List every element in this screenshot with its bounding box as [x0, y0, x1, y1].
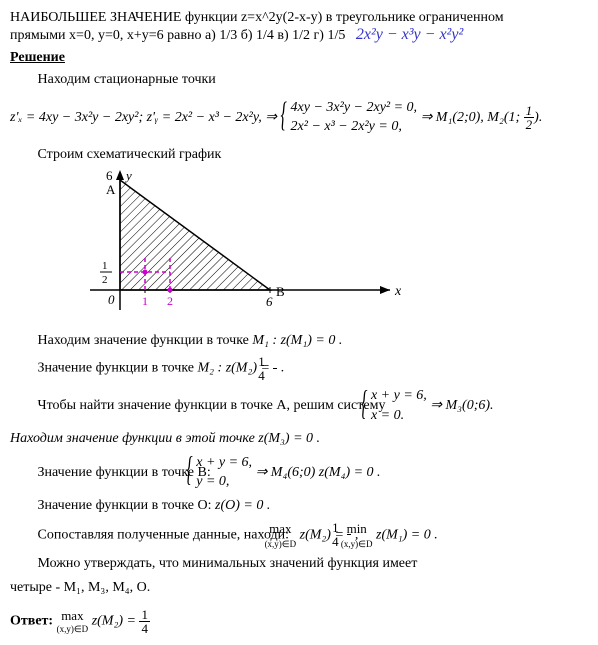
svg-text:6: 6	[106, 170, 113, 183]
sys-eq1: 4xy − 3x²y − 2xy² = 0,	[291, 98, 418, 118]
problem-title-line2: прямыми x=0, y=0, x+y=6 равно а) 1/3 б) …	[10, 26, 588, 44]
step6-eq1: x + y = 6,	[224, 453, 252, 473]
step-7-text: Значение функции в точке О:	[38, 498, 216, 513]
step-3: 3. Находим значение функции в точке M₁ :…	[38, 331, 588, 351]
svg-text:0: 0	[108, 292, 115, 307]
step-1-num: 1.	[10, 70, 34, 90]
svg-text:2: 2	[167, 294, 173, 308]
formula-system: 4xy − 3x²y − 2xy² = 0, 2x² − x³ − 2x²y =…	[281, 98, 418, 137]
step-1-text: Находим стационарные точки	[38, 72, 216, 87]
svg-text:B: B	[276, 284, 285, 299]
step-9-text2: четыре - M₁, M₃, M₄, O.	[10, 580, 150, 595]
stationary-points-formula: z'ₓ = 4xy − 3x²y − 2xy²; z'ᵧ = 2x² − x³ …	[10, 98, 588, 137]
frac-den: 4	[273, 369, 277, 382]
step6-eq2: y = 0,	[224, 472, 252, 492]
step5-eq1: x + y = 6,	[399, 386, 427, 406]
step-7-math: z(O) = 0 .	[215, 498, 270, 513]
step-5: 5. Чтобы найти значение функции в точке …	[38, 386, 588, 425]
svg-text:x: x	[394, 284, 402, 299]
min-label: min(x,y)∈D	[369, 520, 373, 551]
step-9-num: 9.	[10, 554, 34, 574]
step-6-system: x + y = 6, y = 0,	[214, 453, 252, 492]
problem-title-line1: НАИБОЛЬШЕЕ ЗНАЧЕНИЕ функции z=x^2y(2-x-y…	[10, 10, 588, 26]
answer-fraction: 14	[139, 608, 150, 635]
svg-text:6: 6	[266, 294, 273, 309]
step-2-text: Строим схематический график	[38, 147, 222, 162]
half-den: 2	[524, 118, 535, 131]
svg-text:1: 1	[142, 294, 148, 308]
step-6: 6. Значение функции в точке В: x + y = 6…	[38, 453, 588, 492]
quarter-fraction-1: 14	[273, 355, 277, 382]
step-4-text: Значение функции в точке	[38, 361, 198, 376]
step-5-system: x + y = 6, x = 0.	[389, 386, 427, 425]
formula-left: z'ₓ = 4xy − 3x²y − 2xy²; z'ᵧ = 2x² − x³ …	[10, 109, 277, 124]
title-line2-prefix: прямыми x=0, y=0, x+y=6 равно а) 1/3 б) …	[10, 28, 345, 43]
step-5b: Находим значение функции в этой точке z(…	[38, 429, 588, 449]
step-5-after: ⇒ M₃(0;6).	[430, 398, 493, 413]
formula-right: ⇒ M₁(2;0), M₂(1;	[421, 109, 524, 124]
answer-label: Ответ:	[10, 613, 57, 628]
half-fraction: 12	[524, 104, 535, 131]
min-bot: (x,y)∈D	[369, 538, 373, 551]
answer-line: Ответ: max(x,y)∈D z(M₂) = 14	[10, 608, 588, 635]
ans-frac-den: 4	[139, 622, 150, 635]
step-5-text: Чтобы найти значение функции в точке А, …	[38, 398, 389, 413]
step-8-num: 8.	[10, 525, 34, 545]
step-2: 2. Строим схематический график	[38, 145, 588, 165]
step-9-text: Можно утверждать, что минимальных значен…	[38, 556, 418, 571]
sys-eq2: 2x² − x³ − 2x²y = 0,	[291, 117, 418, 137]
max-top: max	[293, 520, 297, 538]
triangle-chart: 06BAy6x1212	[80, 170, 588, 325]
step-3-text: Находим значение функции в точке	[38, 333, 253, 348]
step5-eq2: x = 0.	[399, 406, 427, 426]
answer-expr: z(M₂) =	[92, 613, 140, 628]
step-5b-text: Находим значение функции в этой точке z(…	[10, 431, 320, 446]
step-4: 4. Значение функции в точке M₂ : z(M₂) =…	[38, 355, 588, 382]
blue-formula: 2x²y − x³y − x²y²	[356, 26, 463, 43]
step-5-num: 5.	[10, 396, 34, 416]
min-top: min	[369, 520, 373, 538]
step-8-text: Сопоставляя полученные данные, находи:	[38, 527, 293, 542]
formula-end: ).	[534, 109, 542, 124]
min-expr: z(M₁) = 0 .	[376, 527, 438, 542]
max-bot: (x,y)∈D	[293, 538, 297, 551]
ans-max-top: max	[57, 608, 89, 624]
chart-svg: 06BAy6x1212	[80, 170, 410, 320]
max-label: max(x,y)∈D	[293, 520, 297, 551]
step-9: 9. Можно утверждать, что минимальных зна…	[38, 554, 588, 574]
step-4-math-b: .	[281, 361, 285, 376]
step-3-math: M₁ : z(M₁) = 0 .	[252, 333, 342, 348]
step-6-num: 6.	[10, 463, 34, 483]
step-7: 7. Значение функции в точке О: z(O) = 0 …	[38, 496, 588, 516]
half-num: 1	[524, 104, 535, 118]
step-1: 1. Находим стационарные точки	[38, 70, 588, 90]
ans-max-bot: (x,y)∈D	[57, 624, 89, 635]
step-9b: четыре - M₁, M₃, M₄, O.	[38, 578, 588, 598]
frac-num: 1	[273, 355, 277, 369]
step-3-num: 3.	[10, 331, 34, 351]
step-8: 8. Сопоставляя полученные данные, находи…	[38, 520, 588, 551]
solution-header: Решение	[10, 50, 588, 66]
svg-text:y: y	[124, 170, 132, 183]
ans-frac-num: 1	[139, 608, 150, 622]
step-6-after: ⇒ M₄(6;0) z(M₄) = 0 .	[256, 465, 381, 480]
svg-text:A: A	[106, 182, 116, 197]
answer-max: max(x,y)∈D	[57, 608, 89, 635]
step-4-num: 4.	[10, 359, 34, 379]
svg-text:2: 2	[102, 274, 108, 286]
step-2-num: 2.	[10, 145, 34, 165]
svg-text:1: 1	[102, 260, 108, 272]
step-7-num: 7.	[10, 496, 34, 516]
